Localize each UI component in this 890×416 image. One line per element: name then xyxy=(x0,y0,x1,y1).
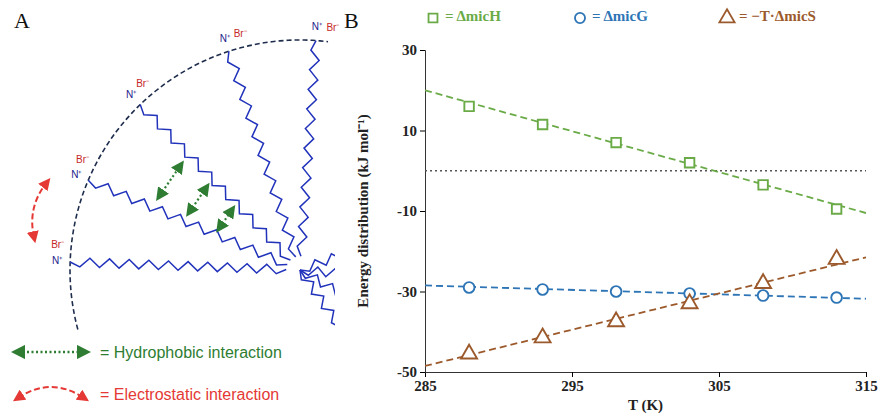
x-axis-title: T (K) xyxy=(628,397,663,414)
electrostatic-arrow xyxy=(32,183,46,238)
surfactant-chain xyxy=(228,51,296,257)
x-tick-label: 295 xyxy=(561,378,584,394)
head-label: N⁺ xyxy=(312,21,323,32)
hydrophobic-arrow xyxy=(160,166,180,196)
trend-line xyxy=(425,285,866,298)
y-tick-mark xyxy=(420,131,425,132)
y-tick-mark xyxy=(420,50,425,51)
zero-line xyxy=(425,170,866,172)
legend-text: = Electrostatic interaction xyxy=(100,386,279,403)
y-axis-line xyxy=(420,51,426,373)
surfactant-chain xyxy=(70,258,286,274)
y-axis: -50 -30 -10 10 30 xyxy=(397,42,426,380)
legend-icon xyxy=(18,351,84,353)
legend-label: = ΔmicH xyxy=(445,8,501,24)
panel-a: AN⁺Br⁻N⁺Br⁻N⁺Br⁻N⁺Br⁻N⁺Br⁻= Hydrophobic … xyxy=(14,8,370,403)
surfactant-chain xyxy=(300,270,335,327)
x-tick-label: 305 xyxy=(708,378,731,394)
y-tick-label: -30 xyxy=(397,284,417,300)
x-tick-mark xyxy=(866,372,867,377)
legend-marker xyxy=(575,13,585,23)
head-label: N⁺ xyxy=(52,255,63,266)
x-tick: 285 xyxy=(414,372,437,394)
data-point xyxy=(537,284,548,295)
data-point xyxy=(535,329,551,343)
y-axis-title: Energy distribution (kJ mol⁻¹) xyxy=(355,114,372,307)
counterion-label: Br⁻ xyxy=(136,78,150,89)
counterion-label: Br⁻ xyxy=(76,154,90,165)
y-tick: 30 xyxy=(402,42,425,58)
legend-text: = Hydrophobic interaction xyxy=(100,344,282,361)
x-tick-mark xyxy=(719,372,720,377)
x-axis: 285 295 305 315 xyxy=(414,372,878,394)
data-point xyxy=(755,274,771,288)
legend-marker xyxy=(719,9,734,22)
legend-icon xyxy=(18,387,84,398)
hydrophobic-arrow xyxy=(220,210,232,227)
y-tick-label: 10 xyxy=(402,123,417,139)
trend-line xyxy=(425,257,866,366)
y-tick: -50 xyxy=(397,364,425,380)
y-tick: 10 xyxy=(402,123,425,139)
y-tick-mark xyxy=(420,372,425,373)
y-tick: -30 xyxy=(397,284,425,300)
legend: = ΔmicH = ΔmicG = −T·ΔmicS xyxy=(429,8,816,24)
surfactant-chain xyxy=(300,270,335,305)
data-point xyxy=(831,292,842,303)
panel-label: A xyxy=(14,8,30,33)
data-point xyxy=(685,158,694,167)
diagram-shapes xyxy=(32,40,335,330)
figure: AN⁺Br⁻N⁺Br⁻N⁺Br⁻N⁺Br⁻N⁺Br⁻= Hydrophobic … xyxy=(0,0,890,416)
hydrophobic-arrow xyxy=(190,188,206,211)
data-point xyxy=(758,290,769,301)
trend-line xyxy=(425,90,866,213)
legend-label: = ΔmicG xyxy=(592,8,648,24)
x-tick-mark xyxy=(572,372,573,377)
y-tick-mark xyxy=(420,211,425,212)
legend-marker xyxy=(429,14,438,23)
data-point xyxy=(611,286,622,297)
surfactant-chain xyxy=(297,41,319,257)
x-tick-label: 315 xyxy=(855,378,878,394)
plot-marks xyxy=(425,90,866,366)
data-point xyxy=(758,180,767,189)
y-tick: -10 xyxy=(397,203,425,219)
data-point xyxy=(829,250,845,264)
x-tick-label: 285 xyxy=(414,378,437,394)
data-point xyxy=(832,204,841,213)
x-tick: 315 xyxy=(855,372,878,394)
x-tick: 305 xyxy=(708,372,731,394)
data-point xyxy=(608,312,624,326)
data-point xyxy=(538,120,547,129)
micelle-boundary xyxy=(70,40,328,330)
surfactant-chain xyxy=(88,180,287,265)
data-point xyxy=(464,102,473,111)
head-label: N⁺ xyxy=(71,169,82,180)
data-point xyxy=(682,294,698,308)
panel-label: B xyxy=(344,8,359,33)
panel-b: B 285 295 305 315 -50 -30 -10 10 30 T (K) Energy di… xyxy=(344,8,878,414)
surfactant-chain xyxy=(140,105,290,261)
head-label: N⁺ xyxy=(220,33,231,44)
data-point xyxy=(461,345,477,359)
x-axis-line xyxy=(426,373,867,378)
y-tick-mark xyxy=(420,292,425,293)
counterion-label: Br⁻ xyxy=(51,239,65,250)
y-tick-label: -50 xyxy=(397,364,417,380)
counterion-label: Br⁻ xyxy=(234,28,248,39)
data-point xyxy=(464,282,475,293)
data-point xyxy=(611,138,620,147)
y-tick-label: 30 xyxy=(402,42,417,58)
x-tick: 295 xyxy=(561,372,584,394)
y-tick-label: -10 xyxy=(397,203,417,219)
legend-label: = −T·ΔmicS xyxy=(739,8,816,24)
head-label: N⁺ xyxy=(126,89,137,100)
counterion-label: Br⁻ xyxy=(326,22,340,33)
